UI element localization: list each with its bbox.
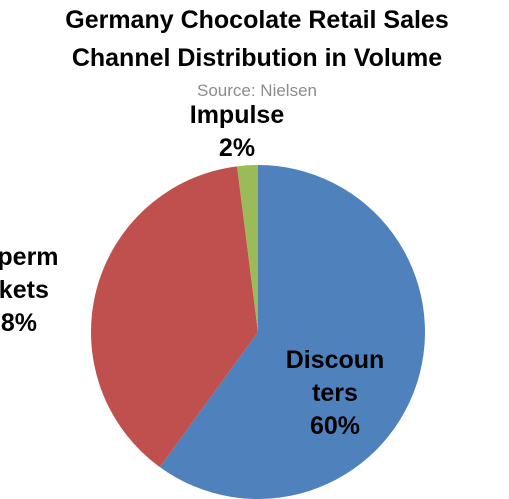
pie-slice-label-0: Discoun ters 60% [286, 346, 385, 440]
pie-slice-label-line: Impulse [190, 101, 285, 129]
pie-slice-label-line: Discoun [286, 346, 385, 374]
pie-slice-label-line: 38% [0, 309, 37, 337]
pie-slice-labels: Discoun ters 60% Superm arkets 38% Impulse 2% [0, 101, 384, 440]
pie-slice-label-line: 60% [310, 412, 360, 440]
pie-slice-label-line: Superm [0, 243, 59, 271]
chart-title-line-1: Germany Chocolate Retail Sales [65, 6, 448, 34]
chart-title-line-2: Channel Distribution in Volume [72, 44, 442, 72]
pie-slice-2 [237, 165, 258, 332]
pie-slices [90, 165, 425, 499]
pie-slice-label-1: Superm arkets 38% [0, 243, 59, 337]
pie-slice-label-line: arkets [0, 276, 49, 304]
pie-slice-0 [159, 165, 425, 499]
pie-slice-label-line: ters [312, 379, 358, 407]
pie-slice-label-2: Impulse 2% [190, 101, 285, 162]
chart-subtitle: Source: Nielsen [197, 81, 317, 100]
pie-slice-1 [90, 166, 258, 468]
pie-slice-label-line: 2% [219, 134, 255, 162]
